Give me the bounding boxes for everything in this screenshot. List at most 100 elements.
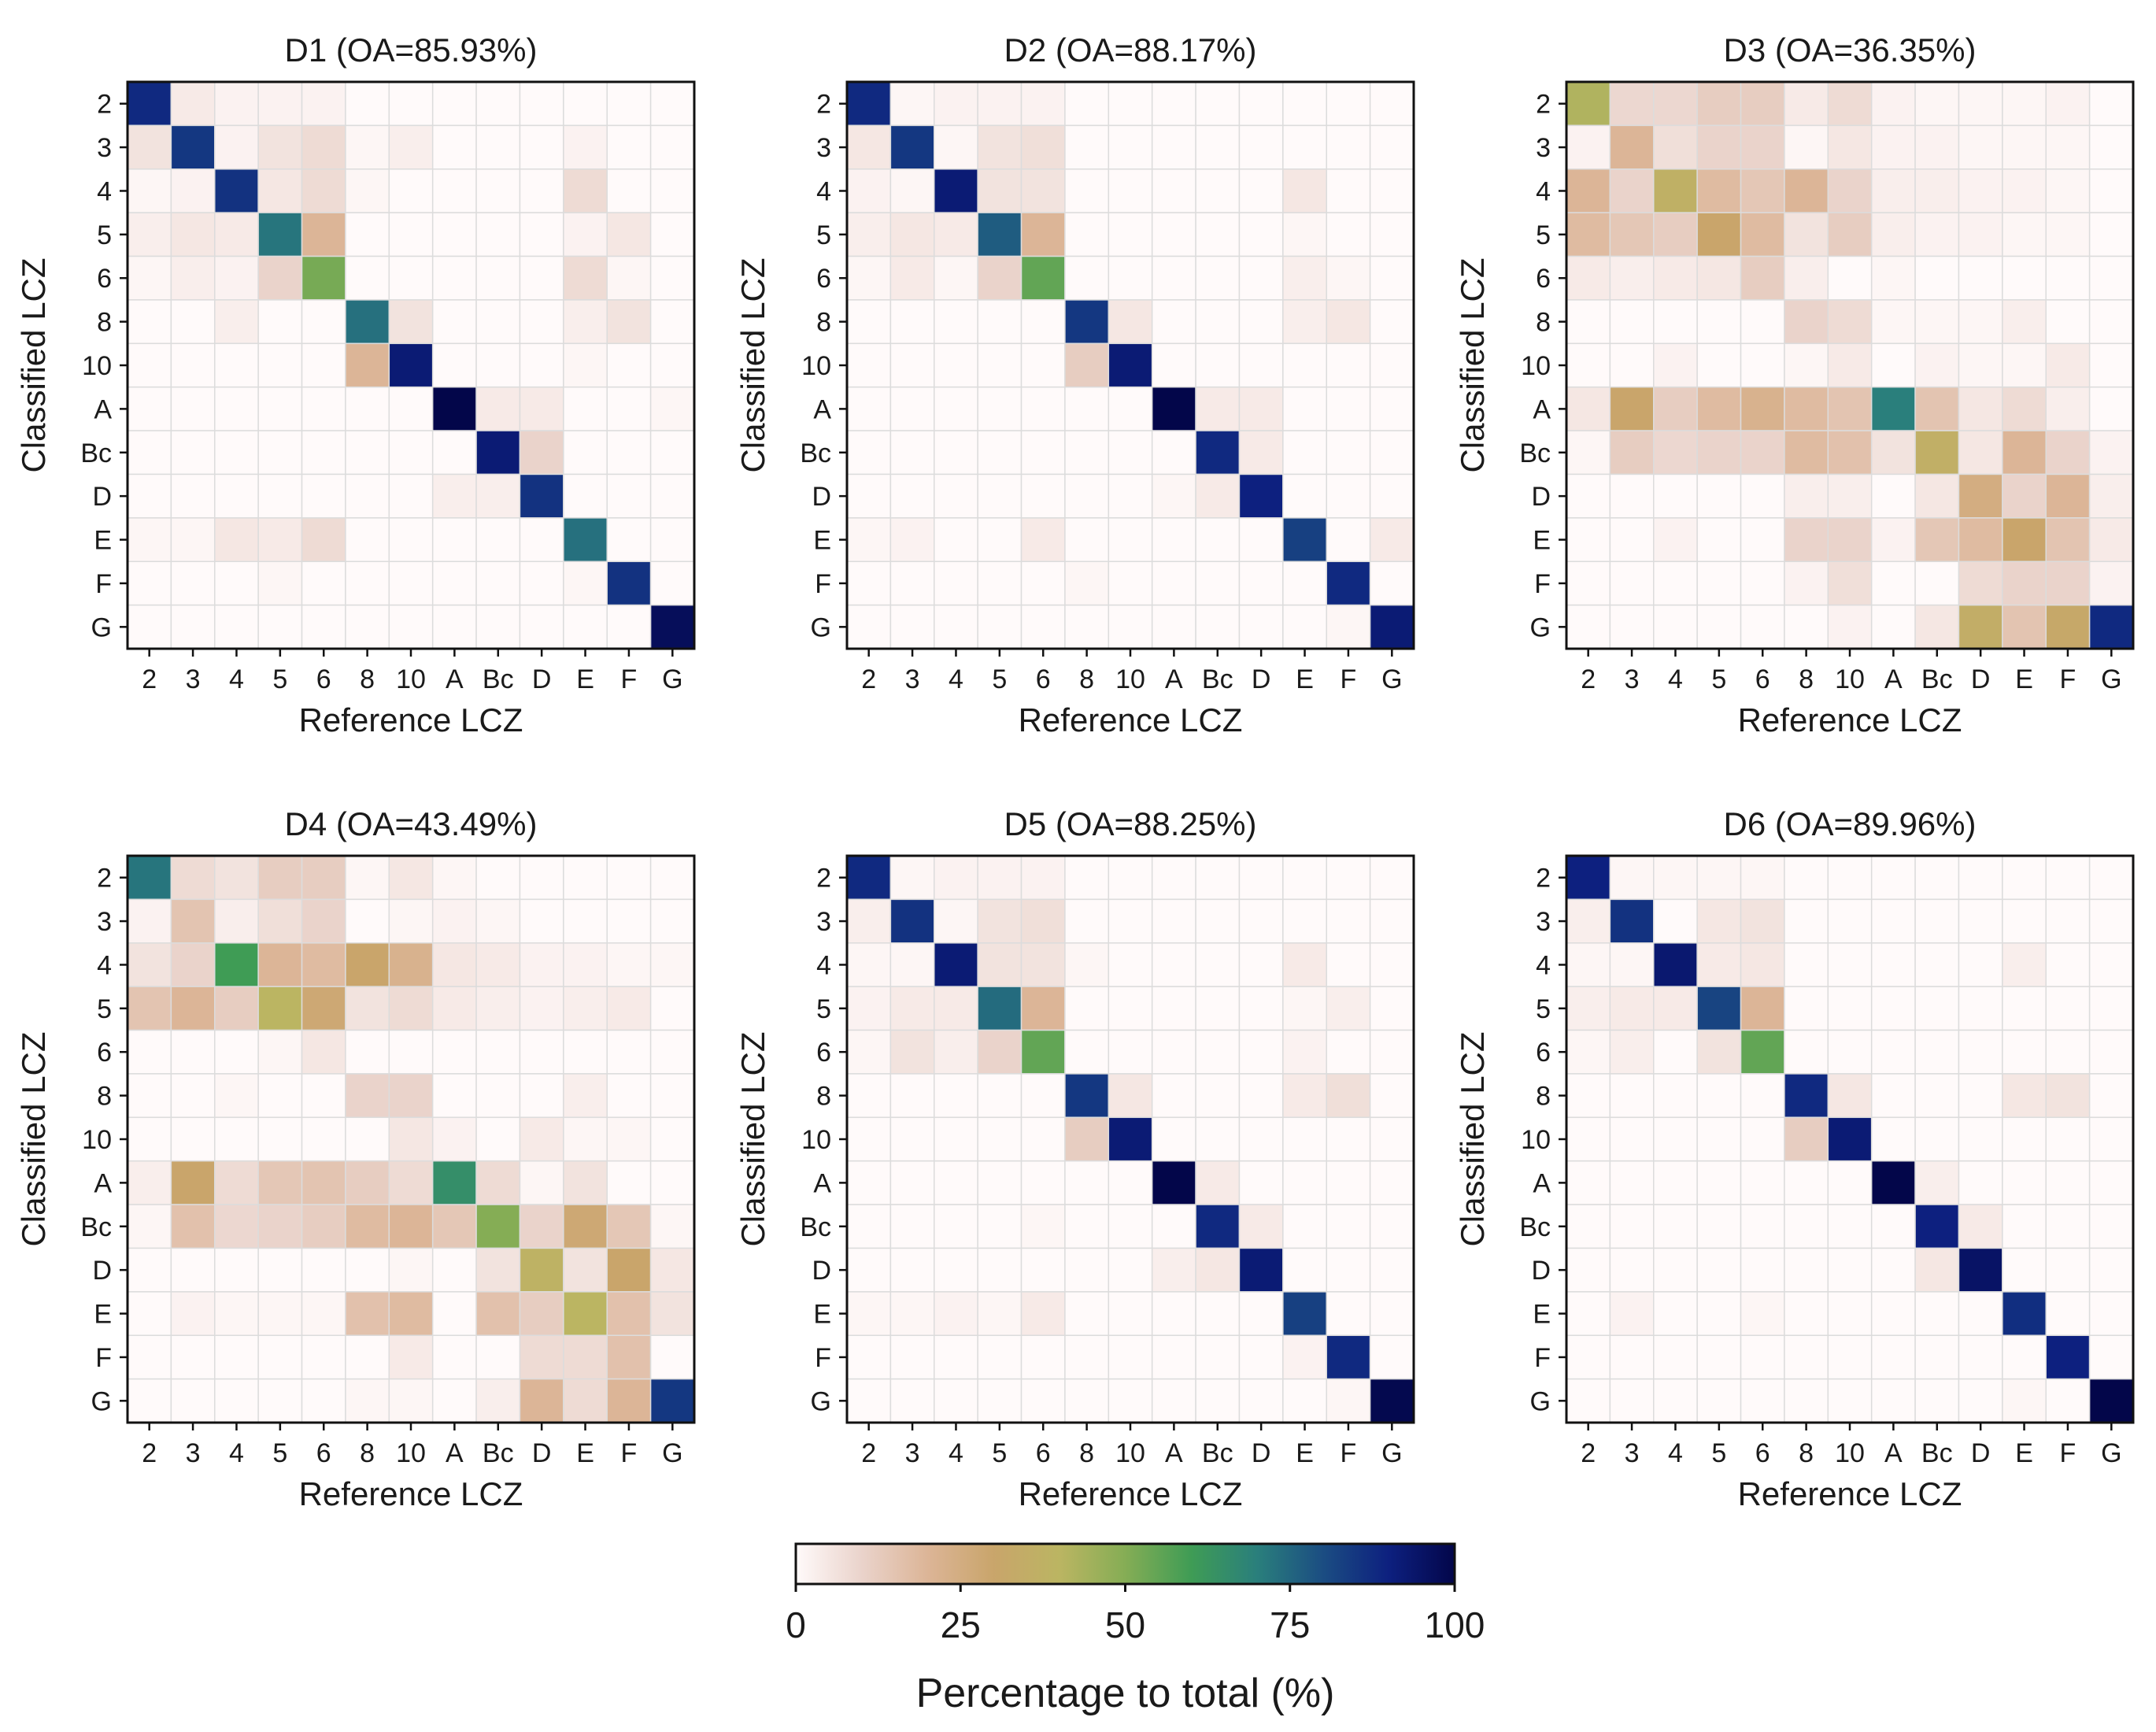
heatmap-cell (345, 212, 390, 257)
heatmap-cell (1696, 855, 1742, 901)
heatmap-cell (1326, 942, 1371, 987)
heatmap-cell (1282, 1029, 1327, 1075)
heatmap-cell (1326, 1029, 1371, 1075)
heatmap-cell (170, 1029, 216, 1075)
heatmap-cell (1653, 1204, 1698, 1249)
heatmap-cell (1696, 124, 1742, 170)
y-tick-label: 5 (1536, 994, 1551, 1024)
heatmap-cell (563, 942, 608, 987)
x-tick-label: 6 (1036, 1438, 1051, 1468)
x-tick-label: G (662, 664, 682, 694)
x-tick-label: 10 (396, 664, 426, 694)
heatmap-cell (649, 942, 695, 987)
heatmap-cell (388, 255, 434, 301)
heatmap-cell (1566, 255, 1611, 301)
heatmap-cell (301, 212, 346, 257)
x-tick-label: 2 (1581, 664, 1596, 694)
heatmap-cell (1108, 986, 1153, 1031)
heatmap-cell (1326, 255, 1371, 301)
heatmap-cell (846, 212, 892, 257)
heatmap-cell (2002, 473, 2047, 519)
heatmap-cell (846, 898, 892, 944)
heatmap-cell (1369, 517, 1415, 562)
heatmap-cell (606, 1247, 652, 1293)
heatmap-cell (1020, 942, 1066, 987)
heatmap-cell (475, 299, 521, 345)
heatmap-cell (1326, 386, 1371, 431)
heatmap-cell (846, 561, 892, 606)
x-tick-label: 2 (861, 664, 876, 694)
heatmap-cell (2002, 1334, 2047, 1380)
heatmap-cell (1870, 986, 1916, 1031)
heatmap-cell (1914, 986, 1960, 1031)
heatmap-cell (1151, 255, 1196, 301)
heatmap-cell (301, 604, 346, 650)
heatmap-cell (846, 855, 892, 901)
heatmap-cell (934, 561, 978, 606)
heatmap-cell (214, 124, 259, 170)
heatmap-cell (388, 986, 434, 1031)
heatmap-cell (1740, 898, 1785, 944)
heatmap-cell (127, 942, 172, 987)
heatmap-cell (1326, 1160, 1371, 1205)
heatmap-cell (1740, 1160, 1785, 1205)
heatmap-cell (977, 1073, 1023, 1119)
y-tick-label: 2 (97, 90, 112, 120)
panel-title: D6 (OA=89.96%) (1724, 805, 1977, 842)
heatmap-cell (2088, 124, 2134, 170)
y-tick-label: G (91, 1386, 112, 1416)
heatmap-cell (1827, 1073, 1873, 1119)
heatmap-cell (475, 1029, 521, 1075)
heatmap-cell (1195, 386, 1241, 431)
heatmap-cell (889, 1378, 935, 1423)
heatmap-cell (649, 1073, 695, 1119)
heatmap-cell (1195, 430, 1241, 476)
y-tick-label: 6 (1536, 1038, 1551, 1068)
heatmap-cell (1282, 299, 1327, 345)
heatmap-cell (1282, 124, 1327, 170)
y-tick-label: A (94, 1168, 112, 1198)
heatmap-cell (1566, 299, 1611, 345)
heatmap-cell (1326, 604, 1371, 650)
heatmap-cell (519, 561, 564, 606)
heatmap-cell (846, 124, 892, 170)
heatmap-cell (1369, 1204, 1415, 1249)
heatmap-cell (1566, 561, 1611, 606)
heatmap-cell (1195, 255, 1241, 301)
heatmap-cell (345, 1334, 390, 1380)
heatmap-cell (1653, 1160, 1698, 1205)
y-tick-label: 5 (816, 994, 831, 1024)
heatmap-cell (1653, 299, 1698, 345)
heatmap-cell (1064, 1291, 1110, 1336)
heatmap-cell (257, 255, 303, 301)
colorbar-tick-label: 50 (1105, 1604, 1145, 1645)
heatmap-cell (388, 1247, 434, 1293)
heatmap-cell (1740, 386, 1785, 431)
heatmap-cell (257, 1334, 303, 1380)
x-axis-label: Reference LCZ (1738, 1475, 1962, 1512)
heatmap-cell (649, 299, 695, 345)
y-tick-label: Bc (80, 439, 112, 468)
y-tick-label: Bc (1519, 1212, 1551, 1242)
heatmap-cell (431, 1029, 477, 1075)
heatmap-cell (846, 942, 892, 987)
x-tick-label: 5 (272, 664, 287, 694)
heatmap-cell (2088, 1116, 2134, 1162)
heatmap-cell (1566, 81, 1611, 127)
heatmap-cell (170, 986, 216, 1031)
heatmap-cell (2088, 517, 2134, 562)
heatmap-cell (846, 986, 892, 1031)
heatmap-cell (257, 1029, 303, 1075)
heatmap-cell (1108, 299, 1153, 345)
heatmap-cell (214, 1291, 259, 1336)
heatmap-cell (388, 168, 434, 213)
heatmap-cell (1696, 1378, 1742, 1423)
heatmap-cell (846, 81, 892, 127)
heatmap-cell (1609, 1116, 1655, 1162)
heatmap-cell (1108, 1378, 1153, 1423)
heatmap-cell (1784, 1378, 1829, 1423)
heatmap-cell (2002, 517, 2047, 562)
heatmap-cell (475, 517, 521, 562)
heatmap-cell (1020, 986, 1066, 1031)
heatmap-cell (214, 212, 259, 257)
